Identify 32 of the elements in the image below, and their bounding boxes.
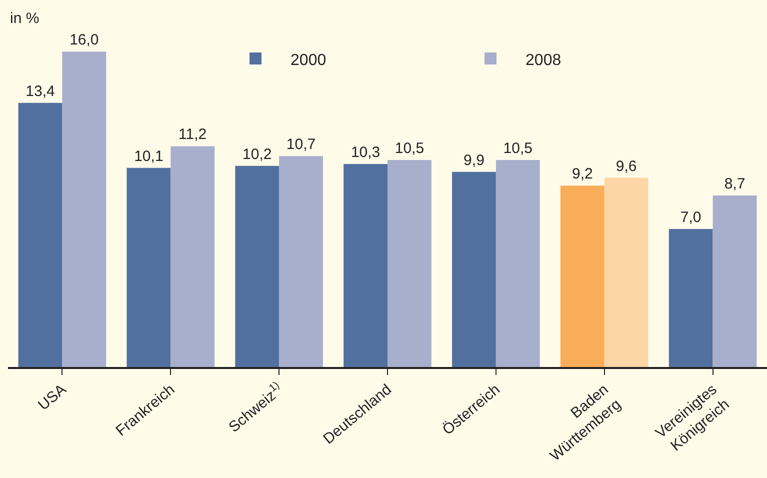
data-label: 10,5 (503, 140, 532, 158)
data-label: 10,2 (242, 146, 272, 163)
bar (344, 164, 388, 367)
data-label: 7,0 (680, 209, 702, 226)
data-label: 10,1 (134, 148, 164, 165)
data-label: 8,7 (724, 176, 746, 192)
data-label: 13,4 (26, 82, 55, 100)
data-label: 9,2 (572, 166, 593, 183)
bar (62, 52, 106, 367)
data-label: 16,0 (70, 32, 99, 49)
bar (712, 196, 757, 367)
y-axis-title: in % (10, 10, 40, 27)
data-label: 10,5 (394, 140, 424, 158)
bar (388, 160, 432, 367)
bar (496, 160, 540, 367)
bar (279, 156, 323, 367)
data-label: 10,7 (286, 136, 316, 154)
bar (604, 178, 648, 367)
bar (452, 172, 496, 367)
data-label: 11,2 (178, 126, 207, 144)
data-label: 9,6 (616, 158, 637, 175)
bar (668, 229, 713, 367)
bar (235, 166, 280, 367)
x-tick-label: USA (35, 381, 70, 414)
data-label: 9,9 (464, 152, 484, 169)
legend-label: 2000 (290, 52, 326, 69)
bar (18, 102, 62, 367)
data-label: 10,3 (350, 144, 380, 161)
bar (560, 186, 604, 367)
bar (126, 168, 171, 367)
legend-label: 2008 (526, 52, 562, 69)
bar (170, 146, 215, 367)
